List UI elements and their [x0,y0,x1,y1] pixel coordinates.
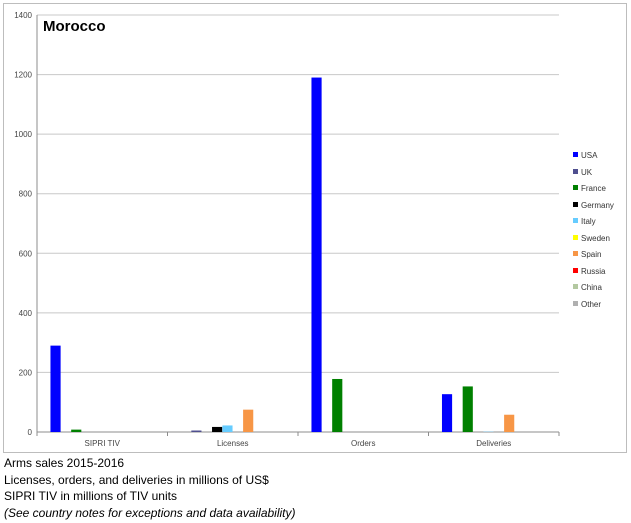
footnote-units-usd: Licenses, orders, and deliveries in mill… [4,472,269,487]
y-tick-label: 1400 [14,11,32,20]
legend-swatch [573,201,578,207]
y-tick-label: 200 [19,368,33,377]
legend-label: Germany [581,200,614,210]
legend-label: France [581,184,606,193]
x-tick-label: Deliveries [476,439,511,448]
y-tick-label: 1000 [14,130,32,139]
bar [441,394,453,432]
bar [311,77,322,433]
footnote-units-tiv: SIPRI TIV in millions of TIV units [4,489,177,503]
legend-label: Spain [581,250,602,259]
legend-item: USA [573,148,614,165]
chart-legend: USA UK France Germany Italy Sweden Spain Russia… [573,148,614,313]
y-tick-label: 800 [19,190,33,199]
bar [504,414,515,432]
x-tick-label: Orders [351,439,375,448]
legend-swatch [573,267,578,273]
legend-swatch [573,152,578,158]
legend-label: China [581,283,602,292]
legend-swatch [573,300,578,306]
y-tick-label: 1200 [14,71,32,80]
footnote-country-notes: (See country notes for exceptions and da… [4,505,296,520]
legend-item: Other [573,297,614,314]
legend-swatch [573,168,578,174]
y-tick-label: 600 [19,249,33,258]
bar [332,378,343,432]
legend-swatch [573,234,578,240]
x-tick-label: Licenses [217,439,249,448]
legend-swatch [573,284,578,290]
bar [71,429,82,432]
legend-label: Russia [581,266,606,276]
bar-chart: 0 200 400 600 800 1000 1200 1400 SIPRI TIV Licens… [14,11,560,448]
legend-swatch [573,218,578,224]
legend-swatch [573,185,578,191]
bar [243,409,254,432]
legend-label: Sweden [581,233,610,243]
legend-item: France [573,181,614,198]
legend-label: Italy [581,217,596,226]
legend-item: Germany [573,198,614,215]
legend-item: Italy [573,214,614,231]
legend-swatch [573,251,578,257]
bar [191,430,202,432]
legend-label: Other [581,299,602,309]
footnote-period: Arms sales 2015-2016 [4,456,125,470]
bar [462,386,473,432]
legend-item: Russia [573,264,614,281]
legend-label: UK [581,167,593,177]
chart-title: Morocco [43,18,106,35]
chart-footnotes: Arms sales 2015-2016 Licenses, orders, a… [4,455,296,521]
bar [212,426,223,432]
y-tick-label: 0 [28,428,33,437]
legend-item: Spain [573,247,614,264]
legend-label: USA [581,151,598,160]
legend-item: UK [573,165,614,182]
legend-item: China [573,280,614,297]
y-tick-label: 400 [19,309,33,318]
x-tick-label: SIPRI TIV [85,439,121,448]
bar [50,345,61,432]
bar [222,425,233,432]
legend-item: Sweden [573,231,614,248]
